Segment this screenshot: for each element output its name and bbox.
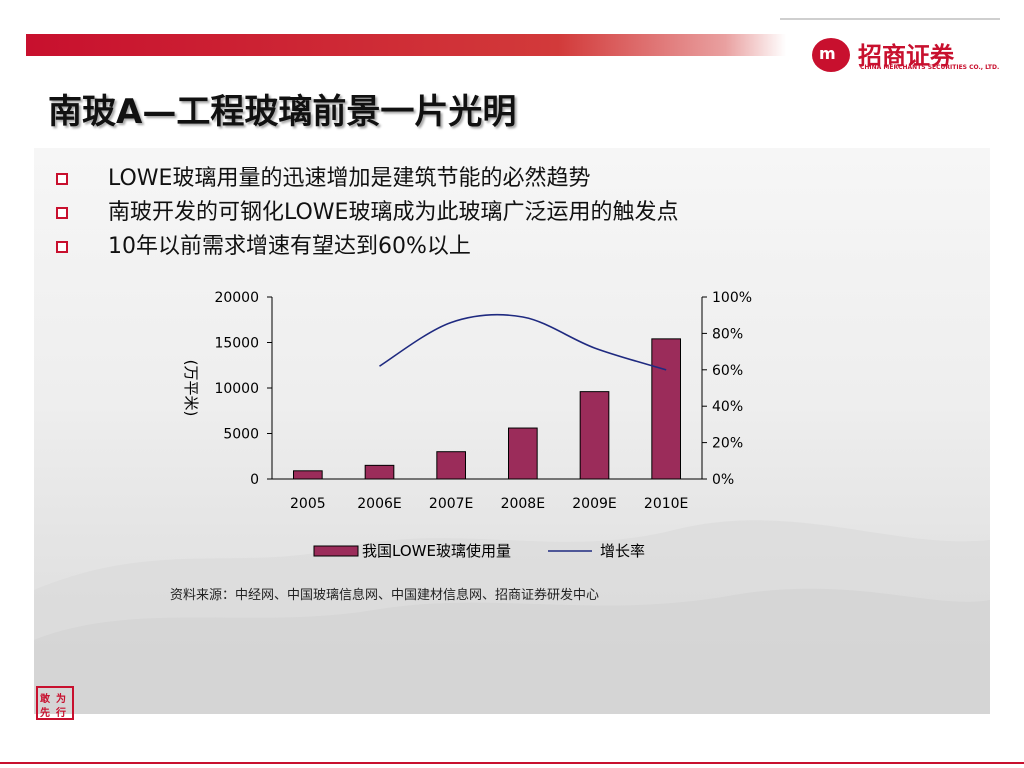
y-tick-label-right: 100% xyxy=(712,290,752,306)
y-tick-label-left: 5000 xyxy=(223,427,259,443)
checkbox-bullet-icon xyxy=(56,207,68,219)
y-tick-label-left: 15000 xyxy=(214,336,259,352)
y-tick-label-right: 80% xyxy=(712,326,743,342)
legend-bar-swatch xyxy=(313,545,359,557)
bar xyxy=(436,451,467,480)
y-tick-label-right: 0% xyxy=(712,472,734,488)
company-logo: m 招商证券 CHINA MERCHANTS SECURITIES CO., L… xyxy=(812,36,999,76)
y-tick-label-right: 20% xyxy=(712,436,743,452)
y-tick-label-right: 60% xyxy=(712,363,743,379)
source-note: 资料来源：中经网、中国玻璃信息网、中国建材信息网、招商证券研发中心 xyxy=(170,588,600,603)
footer-red-line xyxy=(0,762,1024,764)
bar xyxy=(579,391,610,480)
y-axis-label: (万平米) xyxy=(182,360,200,417)
y-tick-label-right: 40% xyxy=(712,399,743,415)
checkbox-bullet-icon xyxy=(56,173,68,185)
y-tick-label-left: 10000 xyxy=(214,381,259,397)
bar xyxy=(651,338,682,480)
header-gray-line xyxy=(780,18,1000,20)
logo-chinese-name: 招商证券 xyxy=(858,42,954,70)
usage-growth-chart: 20000 15000 10000 5000 0 100% 80% 60% 40% 20% 0% (万… xyxy=(182,290,752,560)
logo-english-name: CHINA MERCHANTS SECURITIES CO., LTD. xyxy=(860,64,1000,71)
bar xyxy=(508,427,538,480)
header-red-bar xyxy=(26,34,786,56)
x-tick-label: 2010E xyxy=(644,496,688,512)
mountain-background xyxy=(34,520,990,714)
x-tick-label: 2007E xyxy=(429,496,473,512)
bar xyxy=(364,464,395,480)
logo-mark-icon: m xyxy=(812,38,850,72)
seal-stamp: 敢 为 行 先 xyxy=(36,686,74,720)
y-tick-label-left: 20000 xyxy=(214,290,259,306)
growth-rate-line xyxy=(379,313,667,371)
bar xyxy=(293,470,323,480)
x-tick-label: 2006E xyxy=(357,496,401,512)
x-tick-label: 2008E xyxy=(501,496,545,512)
x-tick-label: 2005 xyxy=(290,496,326,512)
x-tick-label: 2009E xyxy=(572,496,616,512)
legend-line-label: 增长率 xyxy=(600,542,645,560)
legend-bar-label: 我国LOWE玻璃使用量 xyxy=(362,542,511,560)
checkbox-bullet-icon xyxy=(56,241,68,253)
y-tick-label-left: 0 xyxy=(250,472,259,488)
slide-title: 南玻A—工程玻璃前景一片光明 xyxy=(48,92,517,132)
